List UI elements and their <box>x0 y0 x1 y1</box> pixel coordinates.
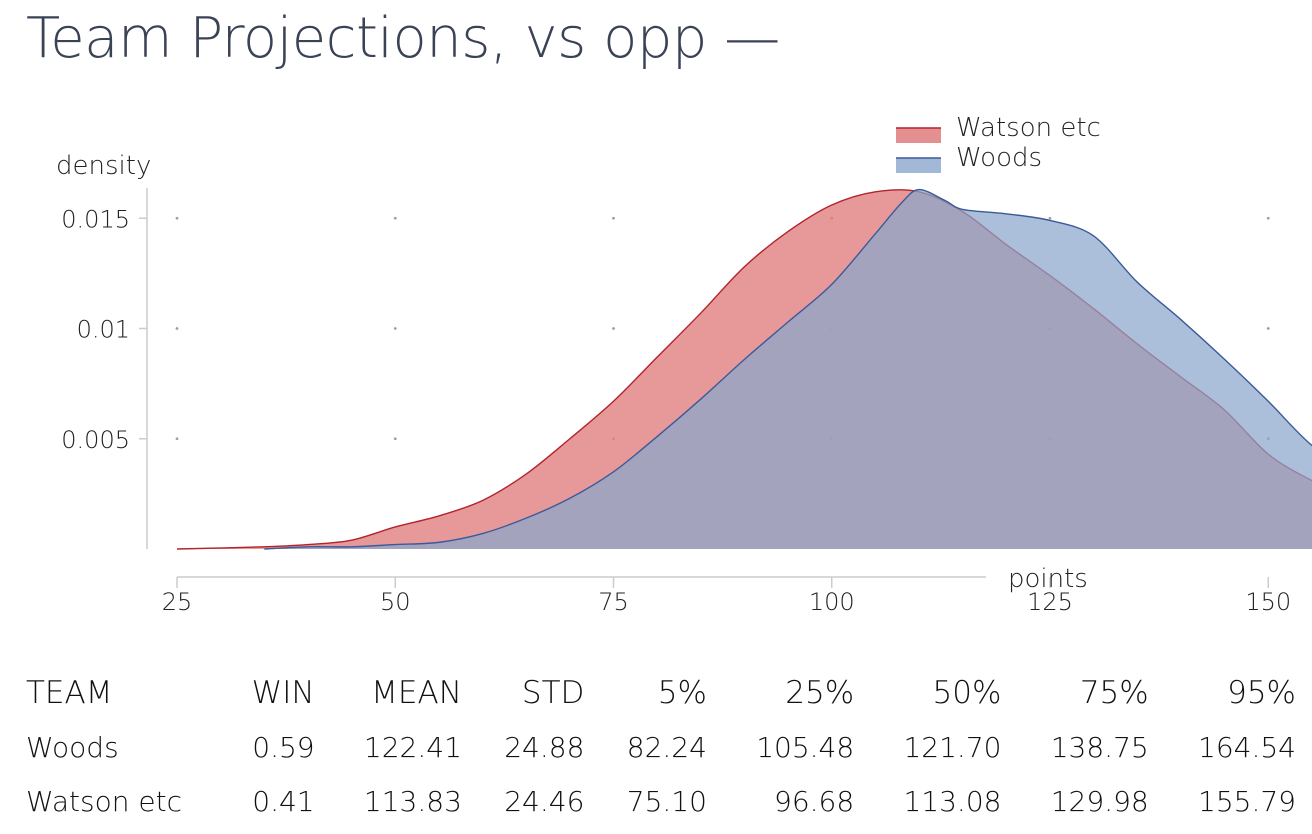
grid-dot <box>393 327 397 330</box>
cell-std: 24.88 <box>504 730 585 764</box>
cell-p50: 113.08 <box>903 784 1002 818</box>
grid-dot <box>1266 216 1270 220</box>
header-p25: 25% <box>785 675 855 711</box>
table-header-row: TEAM WIN MEAN STD 5% 25% 50% 75% 95% <box>22 666 1300 720</box>
cell-team: Watson etc <box>26 784 182 818</box>
y-tick-label: 0.01 <box>77 316 130 344</box>
cell-mean: 122.41 <box>363 730 462 764</box>
legend-label-woods: Woods <box>956 143 1042 173</box>
cell-p25: 105.48 <box>756 730 855 764</box>
grid-dot <box>175 437 179 441</box>
cell-p95: 164.54 <box>1198 730 1296 764</box>
x-tick-label: 125 <box>1027 588 1073 616</box>
cell-p75: 129.98 <box>1050 784 1149 818</box>
x-axis: 255075100125150175200 <box>162 576 1291 616</box>
header-std: STD <box>521 675 585 711</box>
area-woods <box>264 189 1312 549</box>
page-title: Team Projections, vs opp — <box>26 6 780 71</box>
header-win: WIN <box>251 675 315 711</box>
header-p95: 95% <box>1227 675 1296 711</box>
header-p5: 5% <box>657 675 707 711</box>
grid-dot <box>175 216 179 220</box>
cell-p5: 75.10 <box>626 784 707 818</box>
legend-item-woods: Woods <box>896 143 1042 173</box>
cell-p75: 138.75 <box>1050 730 1149 764</box>
cell-p95: 155.79 <box>1198 784 1296 818</box>
y-tick-label: 0.005 <box>61 426 130 454</box>
legend-label-watson: Watson etc <box>956 113 1101 143</box>
x-axis-label: points <box>1008 564 1088 594</box>
cell-std: 24.46 <box>504 784 585 818</box>
y-axis-label: density <box>56 151 151 181</box>
grid-dot <box>175 327 179 330</box>
y-tick-label: 0.015 <box>61 205 130 233</box>
x-tick-label: 100 <box>809 588 855 616</box>
cell-p25: 96.68 <box>774 784 855 818</box>
grid-dot <box>612 327 615 330</box>
table-row: Watson etc 0.41 113.83 24.46 75.10 96.68… <box>22 774 1300 828</box>
series-areas <box>176 188 1312 550</box>
grid-dot <box>1048 216 1052 220</box>
legend-item-watson: Watson etc <box>896 113 1101 143</box>
x-tick-label: 150 <box>1245 588 1291 616</box>
grid-dot <box>1266 327 1270 330</box>
cell-team: Woods <box>26 730 119 764</box>
header-team: TEAM <box>26 675 113 711</box>
projection-stats-table: TEAM WIN MEAN STD 5% 25% 50% 75% 95% Woo… <box>22 666 1300 828</box>
line-woods <box>264 188 1312 550</box>
table-row: Woods 0.59 122.41 24.88 82.24 105.48 121… <box>22 720 1300 774</box>
cell-p50: 121.70 <box>903 730 1002 764</box>
x-tick-label: 50 <box>380 588 411 616</box>
header-p75: 75% <box>1079 675 1149 711</box>
header-mean: MEAN <box>371 675 462 711</box>
cell-mean: 113.83 <box>363 784 462 818</box>
x-tick-label: 25 <box>162 588 193 616</box>
legend: Watson etc Woods <box>896 113 1101 173</box>
grid-dot <box>393 216 397 220</box>
cell-p5: 82.24 <box>626 730 707 764</box>
y-axis: 0.005 0.01 0.015 <box>61 188 148 549</box>
x-tick-label: 75 <box>598 588 629 616</box>
cell-win: 0.59 <box>252 730 315 764</box>
legend-swatch-woods <box>896 158 941 173</box>
grid-dot <box>612 216 615 220</box>
header-p50: 50% <box>932 675 1002 711</box>
legend-swatch-watson <box>896 128 941 143</box>
cell-win: 0.41 <box>252 784 315 818</box>
grid-dot <box>393 437 397 441</box>
